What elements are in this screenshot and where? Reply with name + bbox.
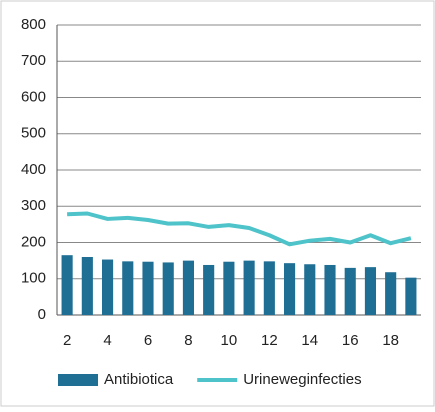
- bar: [283, 263, 296, 315]
- bar: [364, 267, 377, 315]
- bar: [304, 264, 316, 315]
- x-tick-label: 14: [301, 332, 318, 349]
- bar: [182, 260, 195, 315]
- x-tick-label: 12: [261, 332, 278, 349]
- bar: [344, 267, 356, 315]
- bar: [324, 264, 336, 315]
- legend-label: Antibiotica: [104, 371, 174, 388]
- bar: [405, 277, 417, 315]
- x-tick-label: 10: [221, 332, 238, 349]
- x-tick-label: 2: [63, 332, 71, 349]
- x-tick-label: 16: [342, 332, 359, 349]
- bar: [203, 264, 215, 315]
- y-tick-label: 600: [21, 88, 46, 105]
- bar: [81, 257, 93, 315]
- y-tick-label: 0: [38, 306, 46, 323]
- legend-swatch: [58, 374, 98, 386]
- bar: [61, 255, 73, 315]
- x-tick-label: 18: [382, 332, 399, 349]
- bar: [142, 261, 154, 315]
- legend-label: Urineweginfecties: [243, 371, 361, 388]
- bar: [263, 261, 275, 315]
- y-tick-label: 300: [21, 197, 46, 214]
- y-tick-label: 800: [21, 16, 46, 33]
- y-tick-label: 500: [21, 125, 46, 142]
- x-tick-label: 4: [103, 332, 111, 349]
- y-tick-label: 100: [21, 270, 46, 287]
- bar: [223, 261, 235, 315]
- line: [67, 211, 412, 247]
- y-tick-label: 400: [21, 161, 46, 178]
- x-tick-label: 8: [184, 332, 192, 349]
- y-tick-label: 700: [21, 52, 46, 69]
- bar: [122, 261, 134, 315]
- bar: [101, 259, 114, 315]
- y-tick-label: 200: [21, 233, 46, 250]
- bar: [162, 262, 174, 315]
- bar: [243, 260, 255, 315]
- x-tick-label: 6: [144, 332, 152, 349]
- bar: [385, 272, 397, 315]
